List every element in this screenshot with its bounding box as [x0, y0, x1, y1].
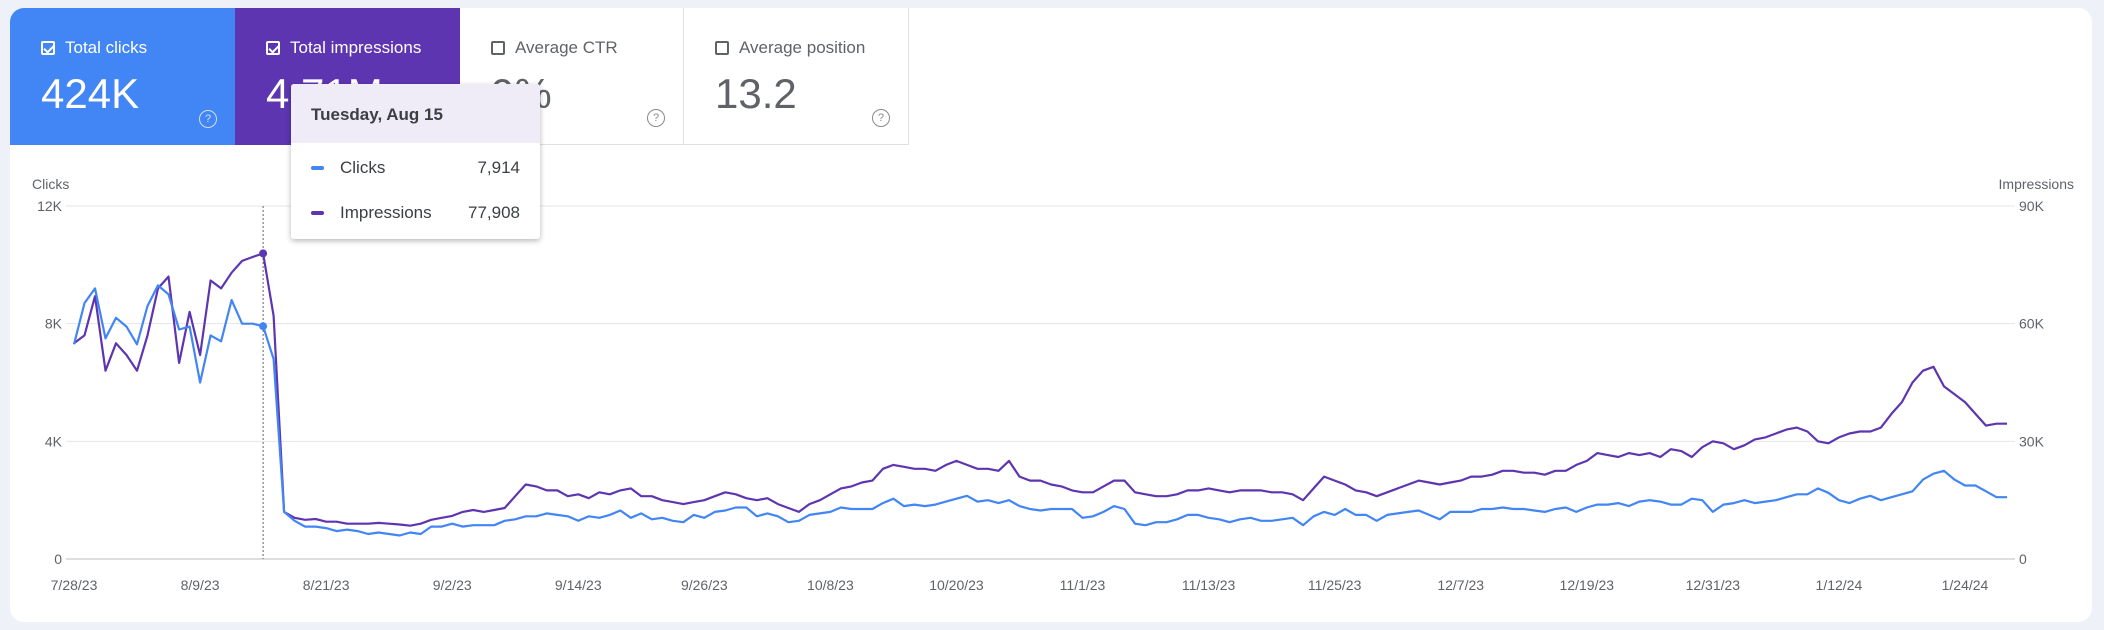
- checkbox-checked-icon[interactable]: [41, 41, 55, 55]
- x-tick-label: 1/24/24: [1942, 577, 1989, 593]
- y-tick-right: 90K: [2019, 198, 2045, 214]
- y-tick-left: 4K: [45, 433, 63, 449]
- x-tick-label: 12/7/23: [1437, 577, 1484, 593]
- metric-total-impressions-header: Total impressions: [266, 38, 421, 58]
- series-swatch-icon: [311, 211, 324, 215]
- x-tick-label: 10/20/23: [929, 577, 984, 593]
- series-swatch-icon: [311, 166, 324, 170]
- metric-average-ctr-header: Average CTR: [491, 38, 618, 58]
- x-tick-label: 8/9/23: [181, 577, 220, 593]
- series-line-impressions: [73, 252, 2007, 527]
- x-tick-label: 9/14/23: [555, 577, 602, 593]
- y-tick-right: 30K: [2019, 433, 2045, 449]
- right-axis-title: Impressions: [1999, 176, 2074, 192]
- metric-average-position-header: Average position: [715, 38, 865, 58]
- tooltip-series-name: Clicks: [340, 158, 386, 177]
- metric-label: Total clicks: [65, 38, 148, 57]
- help-icon[interactable]: ?: [872, 109, 890, 127]
- x-tick-label: 11/1/23: [1060, 577, 1106, 593]
- y-tick-left: 0: [54, 551, 62, 567]
- series-line-clicks: [72, 284, 2007, 537]
- x-tick-label: 12/19/23: [1560, 577, 1615, 593]
- x-tick-label: 8/21/23: [303, 577, 350, 593]
- metric-total-clicks[interactable]: Total clicks 424K ?: [10, 8, 235, 145]
- metric-label: Total impressions: [290, 38, 422, 57]
- tooltip-series-name: Impressions: [340, 203, 432, 222]
- y-tick-right: 0: [2019, 551, 2027, 567]
- x-tick-label: 11/13/23: [1182, 577, 1236, 593]
- tooltip-row-clicks: Clicks 7,914: [311, 158, 520, 178]
- y-tick-left: 8K: [45, 316, 63, 332]
- tooltip-row-impressions: Impressions 77,908: [311, 203, 520, 223]
- help-icon[interactable]: ?: [199, 110, 217, 128]
- performance-chart[interactable]: Clicks Impressions 0 0 4K 30K 8K 60K 12K 90K 7/2…: [10, 8, 2092, 622]
- tooltip-date: Tuesday, Aug 15: [291, 84, 540, 143]
- x-tick-label: 9/26/23: [681, 577, 728, 593]
- x-tick-label: 11/25/23: [1308, 577, 1362, 593]
- tooltip-series-value: 77,908: [468, 203, 520, 222]
- left-axis-title: Clicks: [32, 176, 69, 192]
- metric-label: Average position: [739, 38, 866, 57]
- metric-value: 424K: [41, 70, 140, 117]
- axis-ticks: 0 0 4K 30K 8K 60K 12K 90K 7/28/23 8/9/23 8/21/23 9/…: [37, 198, 2044, 593]
- x-tick-label: 9/2/23: [433, 577, 472, 593]
- metric-total-clicks-header: Total clicks: [41, 38, 147, 58]
- checkbox-unchecked-icon[interactable]: [491, 41, 505, 55]
- hover-dot-impressions: [259, 249, 268, 258]
- y-tick-right: 60K: [2019, 316, 2045, 332]
- x-tick-label: 12/31/23: [1686, 577, 1741, 593]
- chart-tooltip: Tuesday, Aug 15 Clicks 7,914 Impressions…: [291, 84, 540, 239]
- metric-value: 13.2: [715, 70, 797, 117]
- metric-label: Average CTR: [515, 38, 618, 57]
- y-tick-left: 12K: [37, 198, 63, 214]
- checkbox-unchecked-icon[interactable]: [715, 41, 729, 55]
- performance-card: Total clicks 424K ? Total impressions 4.…: [10, 8, 2092, 622]
- metric-average-position[interactable]: Average position 13.2 ?: [684, 8, 909, 145]
- hover-dot-clicks: [259, 322, 268, 331]
- tooltip-series-value: 7,914: [477, 158, 520, 177]
- x-tick-label: 1/12/24: [1816, 577, 1863, 593]
- x-tick-label: 10/8/23: [807, 577, 854, 593]
- help-icon[interactable]: ?: [647, 109, 665, 127]
- x-tick-label: 7/28/23: [51, 577, 98, 593]
- checkbox-checked-icon[interactable]: [266, 41, 280, 55]
